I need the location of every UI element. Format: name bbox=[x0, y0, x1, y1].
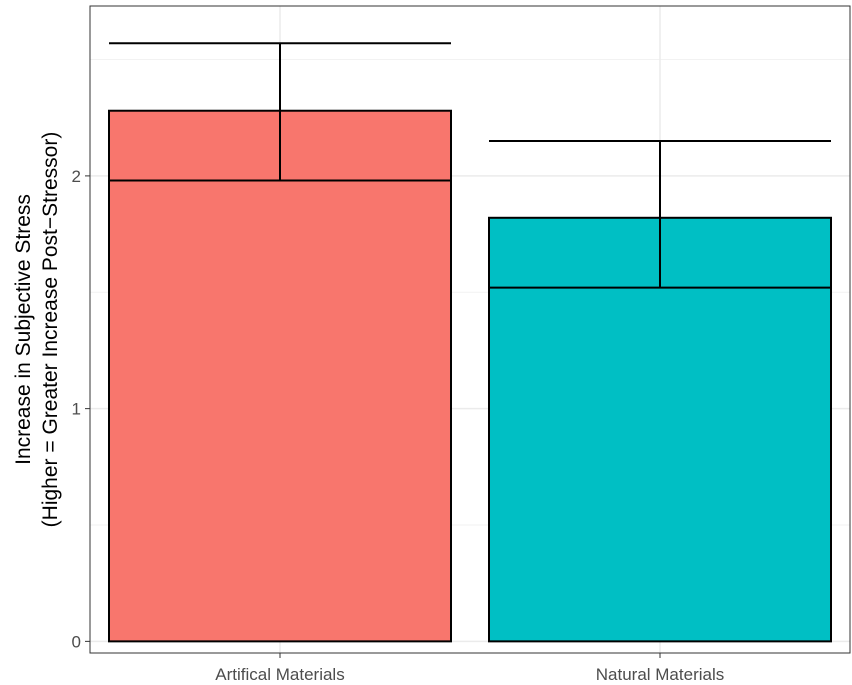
error-bar bbox=[109, 42, 451, 182]
error-bar bbox=[489, 139, 831, 289]
plot-panel-border bbox=[89, 5, 851, 654]
axes: 0 1 2 Artifical Materials Natural Materials bbox=[72, 167, 725, 684]
x-tick-label: Natural Materials bbox=[596, 665, 725, 684]
bar-artifical-materials bbox=[108, 109, 452, 643]
bars bbox=[108, 109, 832, 643]
y-tick-label: 1 bbox=[72, 400, 81, 419]
x-tick-label: Artifical Materials bbox=[215, 665, 344, 684]
y-axis-title-line-1: Increase in Subjective Stress bbox=[12, 194, 35, 465]
y-tick-label: 2 bbox=[72, 167, 81, 186]
error-bars bbox=[109, 42, 831, 289]
y-axis-title-line-2: (Higher = Greater Increase Post−Stressor… bbox=[39, 132, 62, 528]
y-tick-label: 0 bbox=[72, 632, 81, 651]
